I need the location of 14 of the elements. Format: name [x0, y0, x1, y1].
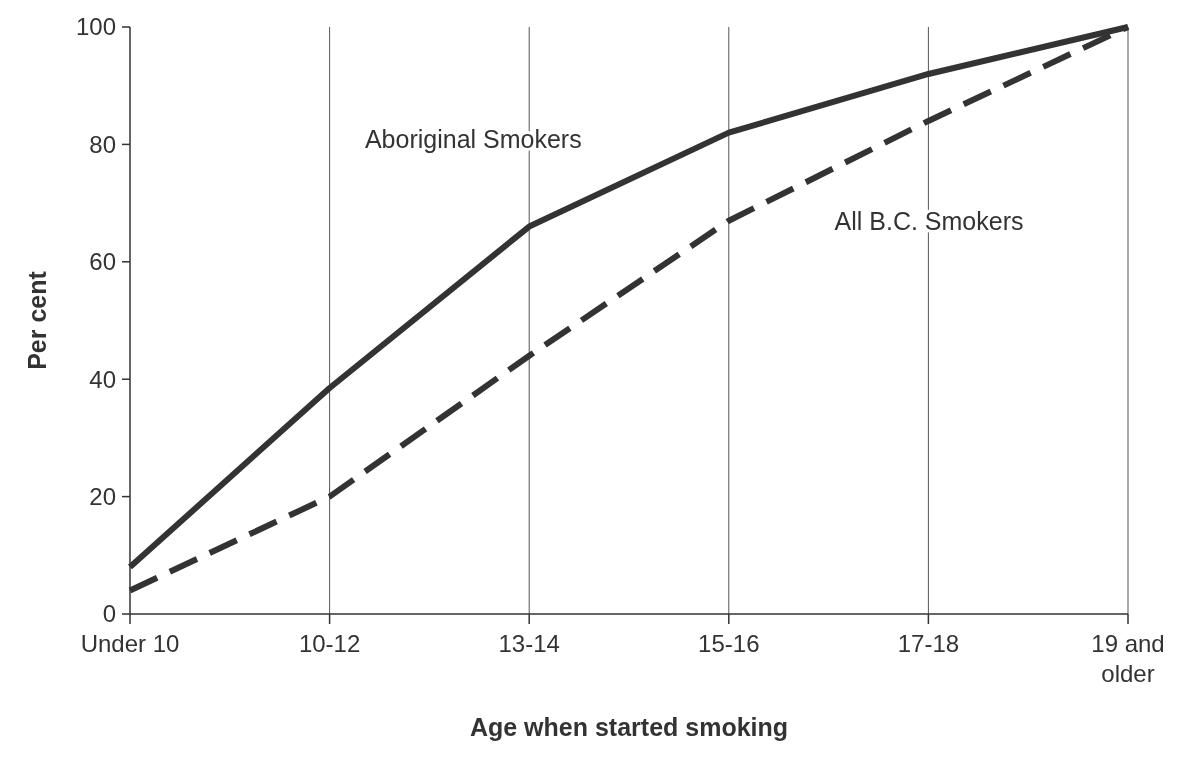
y-tick-label: 80 — [89, 130, 116, 158]
x-tick-label: 15-16 — [698, 630, 760, 657]
y-tick-label: 20 — [89, 483, 116, 510]
y-tick-label: 40 — [89, 365, 116, 393]
x-axis-title: Age when started smoking — [469, 713, 789, 741]
y-tick-label: 100 — [75, 13, 116, 41]
x-tick-label: 10-12 — [298, 630, 361, 657]
y-tick-label: 0 — [102, 600, 116, 628]
y-tick-label: 60 — [89, 248, 116, 276]
x-tick-label: 17-18 — [897, 630, 960, 657]
y-axis-title: Per cent — [23, 270, 51, 370]
x-tick-label: Under 10 — [80, 630, 180, 657]
x-tick-label: 19 and older — [1091, 630, 1165, 687]
x-tick-label: 13-14 — [498, 630, 560, 657]
